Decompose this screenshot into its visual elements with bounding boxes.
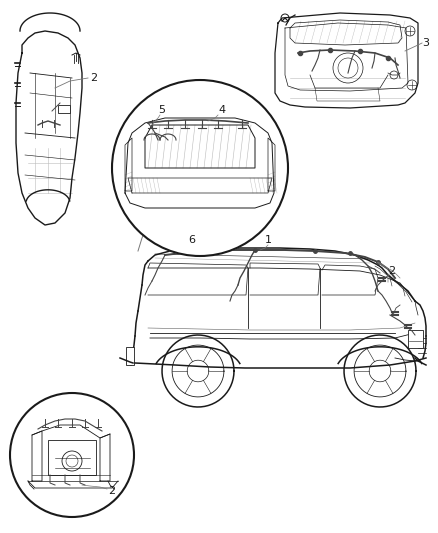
Text: 6: 6 — [188, 235, 195, 245]
Text: 5: 5 — [158, 105, 165, 115]
Text: 1: 1 — [265, 235, 272, 245]
Text: 4: 4 — [218, 105, 225, 115]
Text: 2: 2 — [388, 266, 395, 276]
Text: 2: 2 — [90, 73, 97, 83]
Text: 3: 3 — [422, 38, 429, 48]
Circle shape — [112, 80, 288, 256]
Text: 2: 2 — [108, 486, 115, 496]
Bar — [58, 105, 70, 113]
Bar — [408, 330, 423, 348]
Bar — [126, 347, 134, 365]
Circle shape — [10, 393, 134, 517]
Bar — [48, 440, 96, 475]
